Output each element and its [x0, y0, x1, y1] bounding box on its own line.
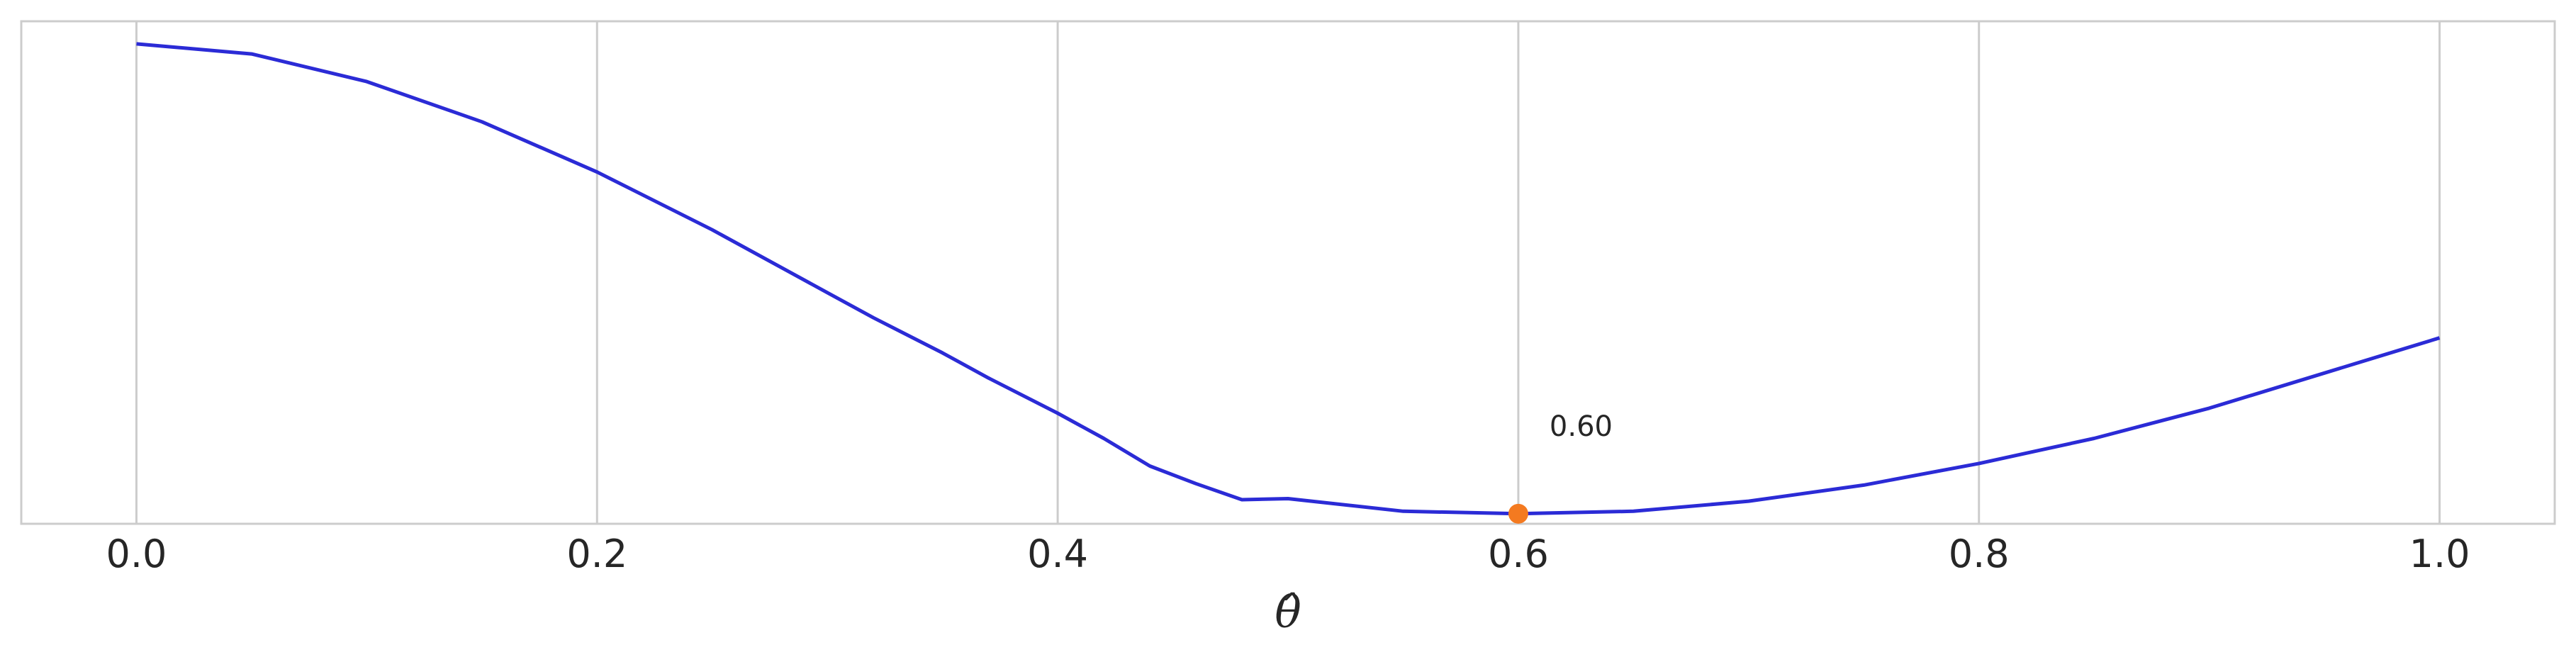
- plot-frame: [20, 20, 2556, 525]
- x-tick-labels: 0.0 0.2 0.4 0.6 0.8 1.0: [106, 532, 2470, 576]
- x-tick-label: 0.2: [566, 532, 627, 576]
- minimum-marker: [1508, 503, 1528, 524]
- grid-lines: [135, 21, 2441, 524]
- x-tick-label: 0.0: [106, 532, 167, 576]
- annotation-label: 0.60: [1550, 410, 1613, 443]
- x-tick-label: 0.6: [1488, 532, 1549, 576]
- x-tick-label: 0.8: [1949, 532, 2010, 576]
- x-tick-label: 0.4: [1027, 532, 1088, 576]
- x-axis-label: θ̂: [1275, 586, 1301, 638]
- series-line: [136, 42, 2441, 516]
- x-tick-label: 1.0: [2409, 532, 2470, 576]
- plot-background: [21, 21, 2555, 524]
